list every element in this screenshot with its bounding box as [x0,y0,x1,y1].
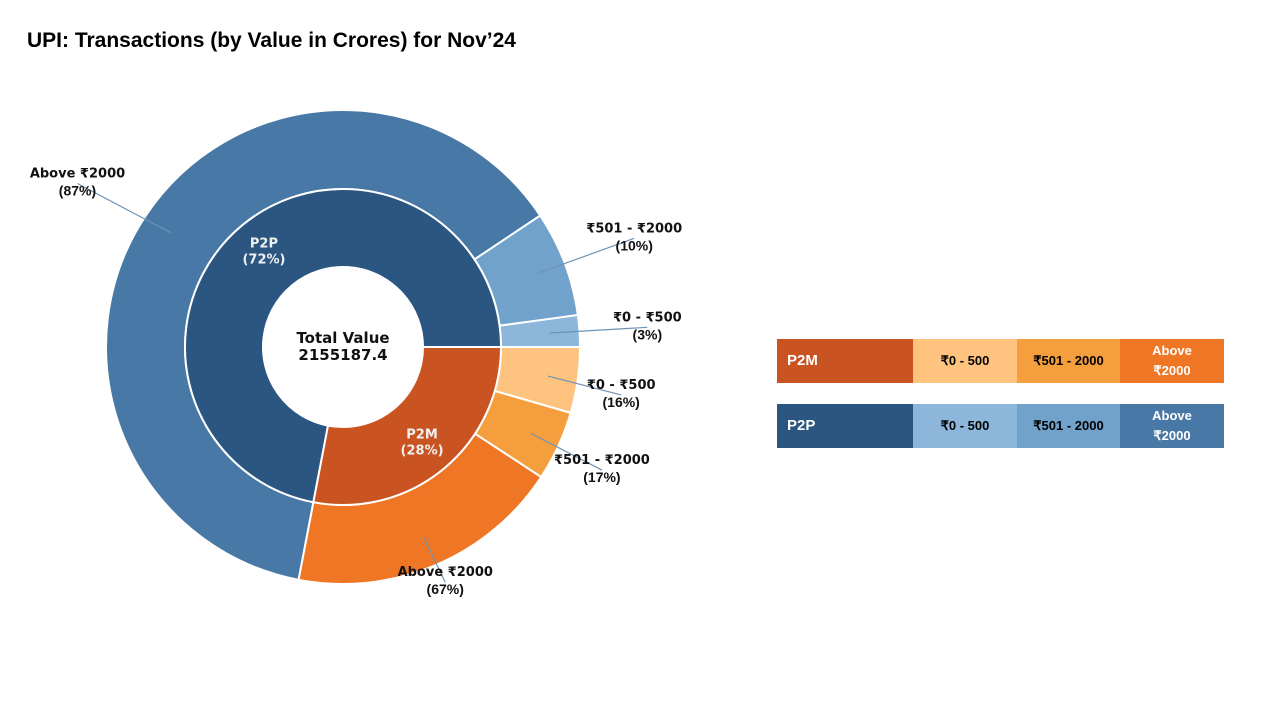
outer-pct-p2p-above-2000: (87%) [59,182,96,198]
leader-line-p2m-0-500 [547,375,622,396]
inner-label-p2m: P2M [406,428,438,443]
legend-row-p2p: P2P ₹0 - 500 ₹501 - 2000 Above ₹2000 [777,404,1224,448]
legend-cell-p2p-mid: ₹501 - 2000 [1017,404,1120,448]
leader-line-p2p-501-2000 [536,237,635,275]
legend-head-p2m: P2M [777,339,913,383]
outer-ring [105,109,582,585]
outer-pct-p2m-above-2000: (67%) [427,581,464,597]
nested-donut-chart: P2P(72%)P2M(28%)₹0 - ₹500(3%)₹501 - ₹200… [30,109,682,597]
outer-label-p2m-0-500: ₹0 - ₹500 [587,378,656,393]
leader-line-p2p-above-2000 [77,182,171,234]
inner-ring [184,188,503,506]
outer-pct-p2m-0-500: (16%) [603,394,640,410]
outer-label-p2p-501-2000: ₹501 - ₹2000 [586,221,682,236]
leader-line-p2m-above-2000 [423,537,446,583]
outer-pct-p2p-0-500: (3%) [633,326,663,342]
legend-cell-p2m-low: ₹0 - 500 [913,339,1017,383]
inner-pct-p2p: (72%) [242,252,285,267]
leader-lines [77,182,648,583]
inner-pct-p2m: (28%) [401,444,444,459]
legend-cell-p2m-high: Above ₹2000 [1120,339,1224,383]
center-label-title: Total Value [296,329,389,347]
outer-pct-p2m-501-2000: (17%) [583,469,620,485]
leader-line-p2p-0-500 [549,326,648,334]
outer-label-p2m-above-2000: Above ₹2000 [398,565,493,580]
outer-label-p2m-501-2000: ₹501 - ₹2000 [554,453,650,468]
leader-line-p2m-501-2000 [530,432,603,471]
center-label-value: 2155187.4 [298,346,387,364]
legend-cell-p2p-high: Above ₹2000 [1120,404,1224,448]
outer-label-p2p-0-500: ₹0 - ₹500 [613,310,682,325]
legend-head-p2p: P2P [777,404,913,448]
legend-row-p2m: P2M ₹0 - 500 ₹501 - 2000 Above ₹2000 [777,339,1224,383]
donut-hole [263,267,423,427]
slice-labels: P2P(72%)P2M(28%)₹0 - ₹500(3%)₹501 - ₹200… [30,166,682,597]
legend-cell-p2p-low: ₹0 - 500 [913,404,1017,448]
chart-title: UPI: Transactions (by Value in Crores) f… [27,29,516,52]
outer-label-p2p-above-2000: Above ₹2000 [30,166,125,181]
legend-cell-p2m-mid: ₹501 - 2000 [1017,339,1120,383]
inner-label-p2p: P2P [250,236,278,251]
outer-pct-p2p-501-2000: (10%) [616,237,653,253]
